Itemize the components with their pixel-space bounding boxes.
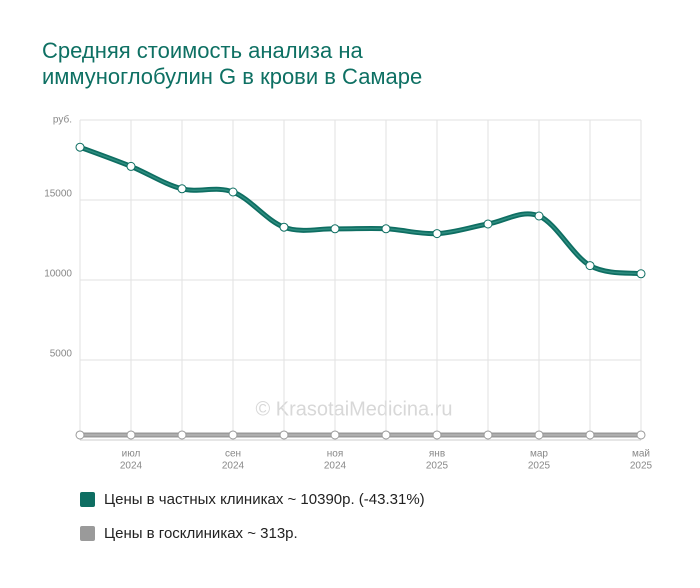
point [126,430,136,440]
legend-swatch [80,526,95,541]
x-tick-label: 2025 [426,461,449,472]
x-tick-label: май [632,449,650,460]
x-tick-label: 2024 [120,461,143,472]
point [228,430,238,440]
y-tick-label: 15000 [44,189,72,200]
point [279,222,289,232]
y-tick-label: руб. [53,114,72,126]
x-tick-label: 2024 [324,461,347,472]
y-tick-label: 10000 [44,269,72,280]
point [228,187,238,197]
series-line [79,144,642,277]
x-tick-label: 2025 [528,461,551,472]
point [636,269,646,279]
point [432,430,442,440]
point [75,430,85,440]
x-tick-label: янв [429,449,445,460]
x-tick-label: 2024 [222,461,245,472]
point [585,430,595,440]
x-tick-label: сен [225,449,241,460]
point [330,224,340,234]
point [279,430,289,440]
x-tick-label: июл [122,449,141,460]
point [483,219,493,229]
legend-label: Цены в госклиниках ~ 313р. [104,525,298,542]
series-line-inner [79,146,642,275]
x-tick-label: 2025 [630,461,653,472]
point [483,430,493,440]
point [636,430,646,440]
point [126,161,136,171]
x-tick-label: ноя [327,449,344,460]
point [381,430,391,440]
legend-label: Цены в частных клиниках ~ 10390р. (-43.3… [104,491,425,508]
point [585,261,595,271]
point [534,211,544,221]
point [330,430,340,440]
x-tick-label: мар [530,449,548,460]
point [177,430,187,440]
chart-title: Средняя стоимость анализа на [42,38,363,63]
y-tick-label: 5000 [50,349,73,360]
point [432,229,442,239]
point [75,142,85,152]
watermark: © KrasotaiMedicina.ru [255,398,452,420]
chart-title: иммуноглобулин G в крови в Самаре [42,64,422,89]
point [534,430,544,440]
point [381,224,391,234]
legend-swatch [80,492,95,507]
point [177,184,187,194]
